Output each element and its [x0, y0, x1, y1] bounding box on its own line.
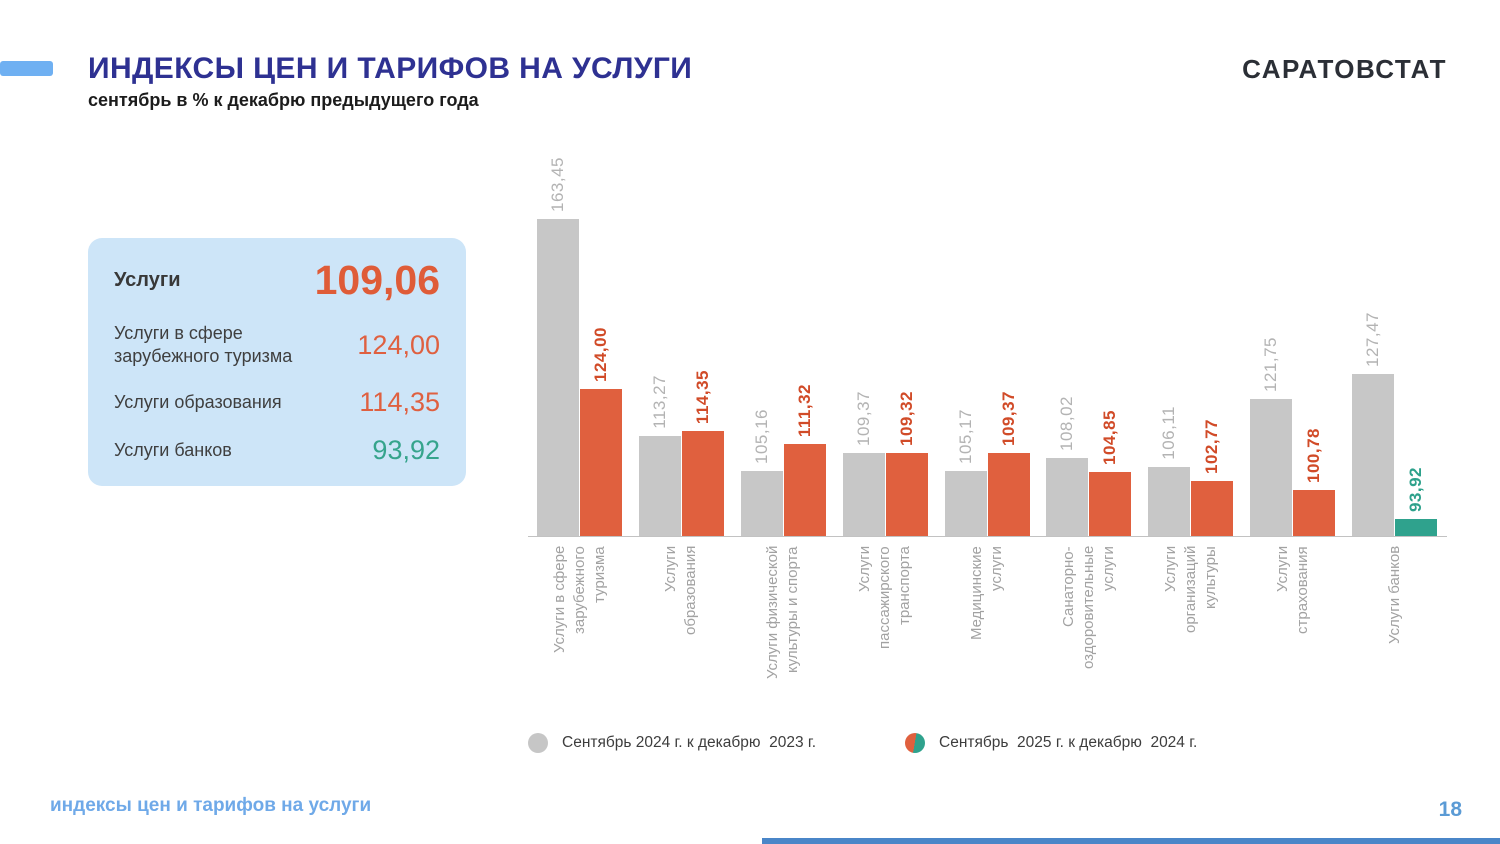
category-label-wrap: Услуги банков	[1335, 546, 1455, 721]
accent-dash	[0, 61, 53, 76]
bar-value-label: 121,75	[1261, 337, 1281, 393]
bar-sep2025-1	[580, 389, 622, 536]
summary-value: 124,00	[357, 329, 440, 360]
category-label: Услуги организаций культуры	[1161, 546, 1219, 634]
bar-sep2024-5	[944, 470, 987, 536]
page-subtitle: сентябрь в % к декабрю предыдущего года	[88, 90, 479, 110]
bar-sep2024-4	[842, 452, 885, 536]
bar-sep2025-7	[1191, 480, 1234, 536]
category-label: Услуги банков	[1385, 546, 1403, 645]
bar-value-label: 100,78	[1304, 427, 1324, 483]
bottom-accent-bar	[762, 838, 1500, 844]
bar-sep2025-6	[1089, 472, 1132, 536]
summary-value: 93,92	[372, 434, 440, 465]
summary-label: Услуги	[114, 269, 181, 291]
page-title: ИНДЕКСЫ ЦЕН И ТАРИФОВ НА УСЛУГИ	[88, 52, 693, 85]
bar-sep2024-9	[1352, 374, 1394, 536]
bar-value-label: 114,35	[692, 369, 712, 424]
legend-label: Сентябрь 2025 г. к декабрю 2024 г.	[939, 734, 1198, 751]
bar-sep2025-3	[783, 444, 826, 536]
bar-sep2024-1	[537, 219, 579, 536]
summary-label: Услуги банков	[114, 439, 232, 460]
bar-value-label: 93,92	[1406, 467, 1425, 513]
bar-value-label: 105,17	[955, 408, 975, 464]
legend-dot-gray	[528, 733, 548, 753]
category-label: Услуги страхования	[1273, 546, 1311, 634]
bar-value-label: 111,32	[794, 383, 814, 438]
bar-value-label: 108,02	[1057, 396, 1077, 452]
bar-sep2024-8	[1250, 399, 1293, 536]
summary-row-foreign-tourism: Услуги в сфере зарубежного туризма 124,0…	[114, 322, 440, 369]
bar-value-label: 124,00	[591, 327, 610, 383]
summary-label: Услуги образования	[114, 392, 282, 413]
bar-sep2025-5	[987, 452, 1030, 536]
bar-value-label: 127,47	[1363, 312, 1382, 368]
bar-sep2024-2	[638, 435, 681, 536]
summary-value: 114,35	[359, 387, 440, 418]
bar-value-label: 109,37	[998, 390, 1018, 446]
bar-sep2025-2	[681, 431, 724, 536]
services-price-index-chart: 163,45 124,00 Услуги в сфере зарубежного т…	[528, 149, 1447, 749]
bar-value-label: 102,77	[1202, 418, 1222, 474]
bar-value-label: 106,11	[1159, 405, 1179, 460]
legend-item-2024: Сентябрь 2024 г. к декабрю 2023 г.	[528, 733, 816, 753]
bar-plot: 163,45 124,00 Услуги в сфере зарубежного т…	[528, 149, 1447, 679]
bar-value-label: 163,45	[548, 157, 567, 213]
bar-sep2025-8	[1293, 489, 1336, 536]
category-label: Услуги пассажирского транспорта	[856, 546, 914, 649]
page-number: 18	[1438, 798, 1462, 821]
bar-sep2024-3	[740, 470, 783, 536]
category-label: Санаторно- оздоровительные услуги	[1059, 546, 1117, 670]
bar-value-label: 113,27	[649, 374, 669, 429]
category-label: Услуги физической культуры и спорта	[764, 546, 802, 680]
summary-row-services: Услуги 109,06	[114, 260, 440, 301]
saratovstat-logo: САРАТОВСТАТ	[1242, 54, 1447, 84]
summary-row-banks: Услуги банков 93,92	[114, 434, 440, 465]
bar-sep2024-6	[1046, 458, 1089, 536]
bar-sep2025-4	[885, 452, 928, 536]
summary-row-education: Услуги образования 114,35	[114, 389, 440, 416]
summary-value: 109,06	[314, 257, 440, 303]
legend-item-2025: Сентябрь 2025 г. к декабрю 2024 г.	[905, 733, 1197, 753]
bar-value-label: 109,32	[896, 390, 916, 446]
legend-label: Сентябрь 2024 г. к декабрю 2023 г.	[562, 734, 816, 751]
bar-value-label: 109,37	[853, 390, 873, 446]
legend-dot-orange-teal	[905, 733, 925, 753]
bar-sep2025-9	[1395, 519, 1437, 536]
footer-title: индексы цен и тарифов на услуги	[50, 795, 372, 816]
bar-value-label: 105,16	[751, 408, 771, 464]
summary-label: Услуги в сфере зарубежного туризма	[114, 322, 293, 367]
bar-value-label: 104,85	[1100, 410, 1120, 465]
category-label: Услуги в сфере зарубежного туризма	[550, 546, 608, 654]
summary-card: Услуги 109,06 Услуги в сфере зарубежного…	[88, 238, 466, 486]
category-label: Услуги образования	[662, 546, 700, 636]
bar-sep2024-7	[1148, 466, 1191, 536]
category-label: Медицинские услуги	[968, 546, 1005, 640]
